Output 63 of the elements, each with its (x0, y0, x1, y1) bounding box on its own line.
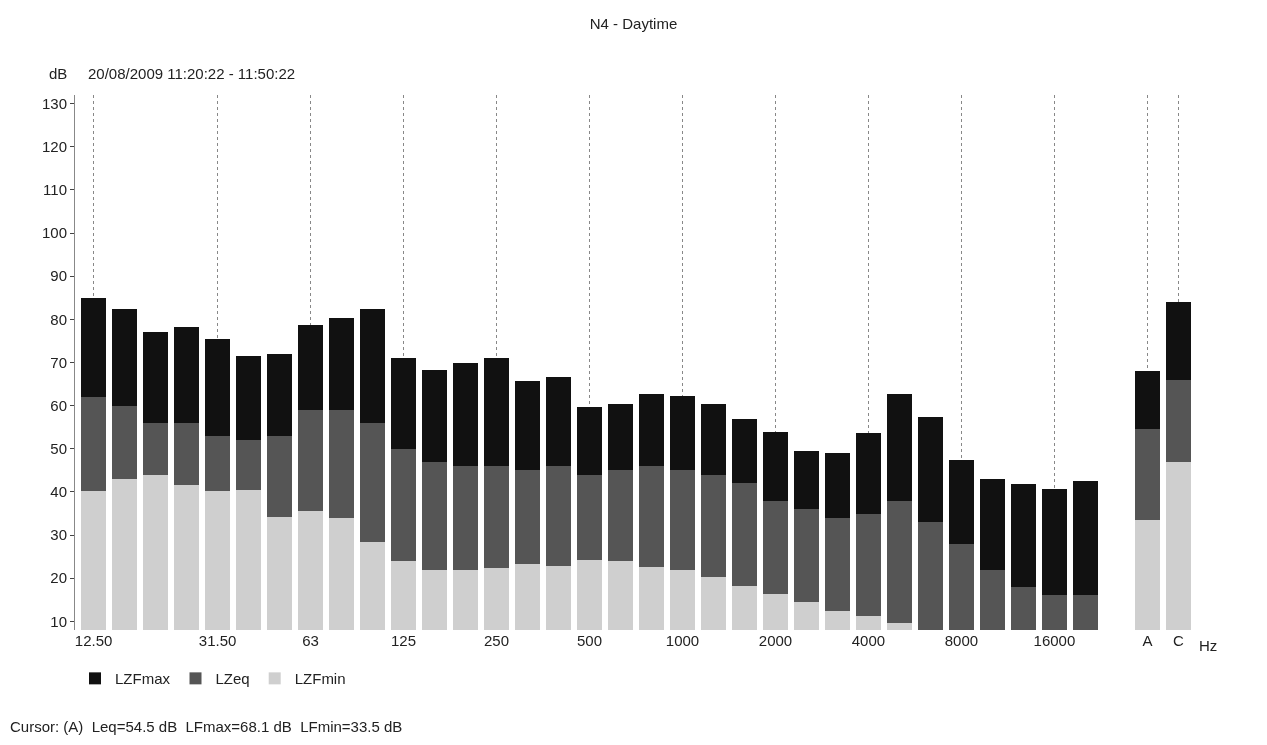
x-tick-label: 4000 (851, 632, 886, 649)
x-tick-label: 63 (302, 632, 319, 649)
bar (1135, 370, 1160, 430)
bar (639, 394, 664, 467)
bar (453, 362, 478, 467)
bar (670, 395, 695, 471)
x-tick-label: 16000 (1033, 632, 1076, 649)
legend-label: LZeq (215, 670, 250, 688)
bar (360, 308, 385, 423)
bar (763, 431, 788, 501)
y-tick-label: 50 (50, 440, 67, 458)
bar (546, 377, 571, 467)
legend-label: LZFmax (115, 670, 171, 688)
legend-label: LZFmin (294, 670, 346, 688)
y-tick-label: 100 (41, 224, 67, 242)
bar (515, 381, 540, 471)
bar (794, 450, 819, 510)
x-tick-label: A (1142, 632, 1153, 649)
y-tick-label: 130 (41, 94, 67, 112)
y-tick-label: 120 (41, 138, 67, 156)
chart-subtitle: 20/08/2009 11:20:22 - 11:50:22 (88, 65, 296, 82)
bar (205, 339, 230, 436)
bar (143, 332, 168, 423)
x-tick-label: 125 (391, 632, 417, 649)
bar (391, 358, 416, 449)
y-tick-label: 60 (50, 396, 67, 414)
x-tick-label: 500 (576, 632, 603, 649)
bar (422, 369, 447, 462)
bar (112, 309, 137, 406)
x-axis-title: Hz (1199, 637, 1218, 654)
bar (298, 324, 323, 410)
y-tick-label: 110 (43, 181, 67, 199)
text: Cursor: (A) Leq=54.5 dB LFmax=68.1 dB LFmin=33.5 dB (10, 718, 403, 735)
bar (236, 356, 261, 441)
y-tick-label: 40 (50, 483, 67, 501)
x-tick-label: 1000 (665, 632, 700, 649)
x-tick-label: 12.50 (74, 632, 113, 649)
bar (1166, 302, 1191, 380)
bar (701, 403, 726, 475)
bar (608, 403, 633, 471)
x-tick-label: 8000 (944, 632, 979, 649)
bar (329, 317, 354, 410)
y-tick-label: 10 (50, 612, 67, 630)
bar (484, 358, 509, 467)
bar (577, 407, 602, 475)
bar (81, 297, 106, 398)
y-tick-label: 30 (50, 526, 67, 544)
bar (856, 432, 881, 514)
y-tick-label: 70 (50, 353, 67, 371)
bar (887, 394, 912, 501)
y-tick-label: 80 (50, 310, 67, 328)
x-tick-label: 250 (484, 632, 510, 649)
y-tick-label: 90 (50, 267, 67, 285)
x-tick-label: 2000 (758, 632, 793, 649)
y-tick-label: 20 (50, 569, 67, 587)
bar (732, 419, 757, 484)
bar (825, 453, 850, 518)
y-axis-title: dB (49, 65, 68, 82)
x-tick-label: 31.50 (198, 632, 237, 649)
x-tick-label: C (1172, 632, 1184, 649)
bar (267, 354, 292, 436)
chart-title: N4 - Daytime (589, 15, 678, 33)
bar (174, 326, 199, 423)
